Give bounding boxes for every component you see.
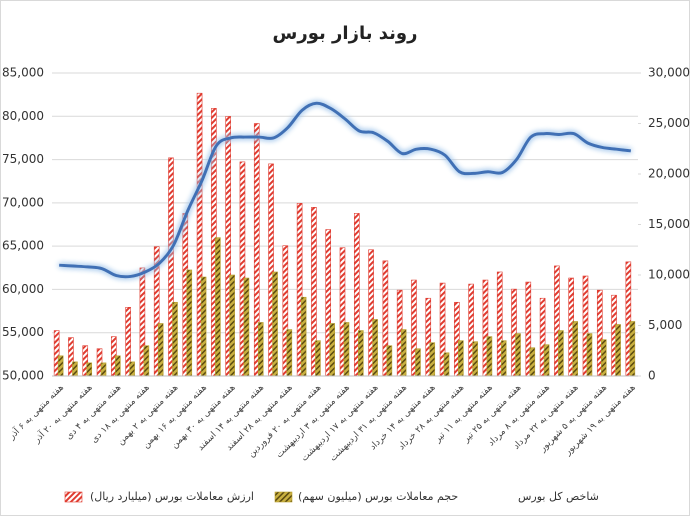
bar bbox=[243, 277, 250, 377]
y2-tick-label: 30,000 bbox=[648, 66, 690, 80]
bar bbox=[458, 340, 464, 377]
bar bbox=[600, 339, 607, 377]
bar bbox=[257, 322, 264, 377]
bar bbox=[572, 321, 578, 377]
index-line bbox=[59, 101, 632, 279]
bar bbox=[172, 301, 178, 377]
y2-tick-label: 0 bbox=[648, 369, 656, 383]
y-tick-label: 70,000 bbox=[2, 195, 44, 209]
bar bbox=[629, 321, 636, 377]
bar bbox=[472, 341, 478, 377]
legend-label: حجم معاملات بورس (میلیون سهم) bbox=[298, 490, 458, 503]
y-tick-label: 60,000 bbox=[2, 282, 44, 296]
bar bbox=[200, 276, 207, 377]
bar bbox=[229, 274, 235, 377]
bar bbox=[429, 342, 436, 377]
bar bbox=[57, 355, 64, 377]
legend-swatch bbox=[64, 491, 83, 503]
y-tick-label: 85,000 bbox=[2, 66, 44, 80]
bar bbox=[543, 344, 550, 377]
bar bbox=[415, 348, 421, 377]
y-tick-label: 80,000 bbox=[2, 109, 44, 123]
bar bbox=[143, 345, 150, 377]
legend-swatch bbox=[274, 491, 293, 503]
y2-tick-label: 15,000 bbox=[648, 217, 690, 231]
bar bbox=[515, 333, 521, 377]
y2-tick-label: 5,000 bbox=[648, 318, 682, 332]
bar bbox=[486, 336, 493, 377]
bar bbox=[86, 362, 93, 377]
bar bbox=[72, 361, 78, 377]
bar bbox=[215, 237, 221, 377]
bar bbox=[357, 330, 364, 377]
bar bbox=[443, 352, 450, 377]
bar bbox=[386, 345, 393, 377]
y2-tick-label: 10,000 bbox=[648, 268, 690, 282]
y-tick-label: 50,000 bbox=[2, 369, 44, 383]
bar bbox=[586, 333, 593, 377]
bar bbox=[115, 355, 121, 377]
bar bbox=[558, 330, 564, 377]
bar bbox=[157, 323, 164, 377]
bar bbox=[500, 340, 507, 377]
bar bbox=[615, 324, 621, 377]
bar bbox=[272, 271, 278, 377]
bar bbox=[343, 322, 350, 377]
bar bbox=[372, 319, 378, 377]
bar bbox=[186, 269, 193, 377]
bar bbox=[300, 296, 307, 377]
bar bbox=[315, 340, 321, 377]
y2-tick-label: 25,000 bbox=[648, 116, 690, 130]
y-tick-label: 65,000 bbox=[2, 239, 44, 253]
bar bbox=[329, 323, 336, 377]
bar bbox=[286, 329, 293, 377]
y-tick-label: 55,000 bbox=[2, 325, 44, 339]
bar bbox=[400, 329, 407, 377]
bar bbox=[529, 347, 536, 377]
y-tick-label: 75,000 bbox=[2, 152, 44, 166]
legend-label: شاخص کل بورس bbox=[518, 490, 599, 503]
legend-label: ارزش معاملات بورس (میلیارد ریال) bbox=[90, 490, 254, 503]
bar bbox=[100, 362, 107, 377]
chart-title: روند بازار بورس bbox=[273, 23, 418, 44]
y2-tick-label: 20,000 bbox=[648, 167, 690, 181]
bar bbox=[129, 361, 135, 377]
